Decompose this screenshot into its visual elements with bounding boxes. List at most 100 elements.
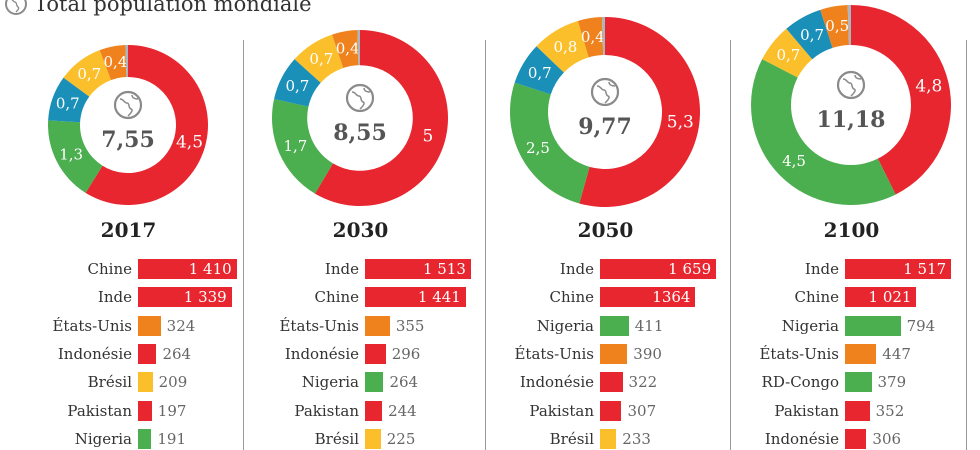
- globe-icon: [113, 90, 143, 120]
- country-name: Inde: [804, 260, 839, 278]
- segment-label: 0,5: [825, 17, 849, 35]
- country-name: Inde: [97, 288, 132, 307]
- population-value: 1 410: [188, 260, 232, 278]
- chart-title: Total population mondiale: [4, 0, 312, 16]
- population-bar: [845, 400, 870, 421]
- population-bar: [845, 315, 901, 336]
- population-bar: [600, 428, 617, 449]
- country-name: Pakistan: [294, 401, 359, 420]
- country-name: Brésil: [87, 373, 132, 392]
- donut-segment-blue: [514, 46, 564, 95]
- year-label: 2030: [332, 218, 389, 242]
- globe-icon: [5, 0, 27, 15]
- population-bar: [365, 343, 386, 364]
- ranking-row: Indonésie 322: [485, 371, 730, 393]
- donut-segment-orange: [332, 30, 359, 68]
- ranking-row: Inde 1 513: [243, 258, 488, 280]
- population-value: 1 441: [417, 288, 461, 307]
- country-name: Chine: [314, 288, 359, 307]
- population-value: 306: [872, 429, 902, 448]
- ranking-row: Inde 1 659: [485, 258, 730, 280]
- population-bar: [600, 343, 628, 364]
- segment-label: 0,4: [104, 53, 128, 71]
- population-bar: [138, 287, 232, 308]
- population-value: 324: [166, 316, 196, 335]
- population-value: 355: [395, 316, 425, 335]
- donut-segment-green: [510, 82, 590, 204]
- ranking-row: États-Unis 355: [243, 315, 488, 337]
- population-bar: [845, 287, 917, 308]
- donut-segment-yellow: [762, 28, 813, 78]
- population-value: 794: [906, 316, 936, 335]
- chart-column-2030: 5 1,7 0,7 0,7 0,4 8,55 2030 Inde 1 513 Chine 1 441…: [243, 0, 488, 450]
- ranking-row: Brésil 209: [4, 371, 249, 393]
- ranking-row: États-Unis 324: [4, 315, 249, 337]
- population-value: 264: [389, 373, 419, 392]
- segment-label: 5,3: [667, 112, 694, 132]
- ranking-row: RD-Congo 379: [730, 371, 975, 393]
- chart-column-2050: 5,3 2,5 0,7 0,8 0,4 9,77 2050 Inde 1 659 Chine 136…: [485, 0, 730, 450]
- segment-label: 0,7: [56, 94, 80, 112]
- population-bar: [845, 372, 872, 393]
- population-value: 225: [386, 429, 416, 448]
- donut-chart: 51,70,70,70,48,55: [272, 30, 448, 206]
- globe-icon: [836, 70, 866, 100]
- population-value: 296: [391, 344, 421, 363]
- donut-segment-yellow: [294, 34, 344, 83]
- globe-icon: [345, 83, 375, 113]
- country-name: États-Unis: [759, 344, 839, 363]
- country-name: États-Unis: [52, 316, 132, 335]
- ranking-row: Inde 1 517: [730, 258, 975, 280]
- segment-label: 4,5: [176, 133, 203, 153]
- population-value: 264: [162, 344, 192, 363]
- donut-segment-red: [85, 45, 208, 205]
- donut-segment-grey: [125, 45, 128, 78]
- population-bar: [365, 259, 471, 279]
- country-name: Inde: [559, 260, 594, 278]
- population-value: 233: [622, 429, 651, 448]
- ranking-row: Indonésie 264: [4, 343, 249, 365]
- ranking-row: Chine 1 021: [730, 286, 975, 308]
- donut-segment-red: [851, 5, 951, 195]
- country-name: Brésil: [314, 429, 359, 448]
- population-value: 197: [157, 401, 187, 420]
- country-name: Inde: [324, 260, 359, 278]
- population-bar: [600, 287, 696, 308]
- ranking-row: Indonésie 306: [730, 428, 975, 450]
- total-value: 11,18: [817, 107, 886, 133]
- country-name: Indonésie: [764, 429, 839, 448]
- country-name: Chine: [549, 288, 594, 307]
- ranking-row: États-Unis 447: [730, 343, 975, 365]
- country-name: Chine: [794, 288, 839, 307]
- population-bar: [365, 428, 381, 449]
- donut-segment-grey: [357, 30, 360, 66]
- country-name: Nigeria: [781, 316, 839, 335]
- population-value: 209: [158, 373, 188, 392]
- population-value: 447: [882, 344, 911, 363]
- donut-segment-yellow: [63, 50, 112, 97]
- ranking-row: Pakistan 244: [243, 400, 488, 422]
- population-value: 1 513: [422, 260, 466, 278]
- ranking-row: Chine 1 441: [243, 286, 488, 308]
- country-name: Pakistan: [774, 401, 839, 420]
- segment-label: 0,8: [553, 38, 577, 56]
- country-name: Indonésie: [57, 344, 132, 363]
- ranking-row: Nigeria 411: [485, 315, 730, 337]
- population-bar: [365, 287, 466, 308]
- donut-segment-green: [751, 59, 896, 205]
- segment-label: 0,7: [285, 77, 309, 95]
- country-name: RD-Congo: [761, 373, 839, 392]
- segment-label: 4,5: [782, 152, 806, 170]
- population-bar: [365, 315, 390, 336]
- population-bar: [845, 343, 877, 364]
- population-value: 322: [628, 373, 658, 392]
- ranking-row: Pakistan 307: [485, 400, 730, 422]
- donut-segment-orange: [99, 45, 127, 81]
- population-bar: [600, 400, 622, 421]
- country-name: Chine: [87, 260, 132, 278]
- donut-segment-orange: [577, 17, 604, 58]
- population-bar: [138, 259, 237, 279]
- ranking-row: États-Unis 390: [485, 343, 730, 365]
- globe-icon: [590, 77, 620, 107]
- population-bar: [138, 315, 161, 336]
